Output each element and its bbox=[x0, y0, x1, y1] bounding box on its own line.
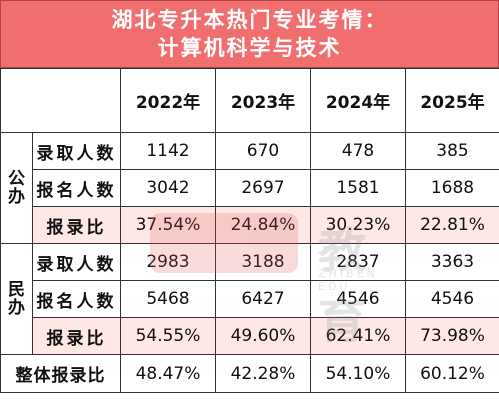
table-row: 报名人数 5468 6427 4546 4546 bbox=[1, 280, 499, 318]
table-cell: 2983 bbox=[120, 243, 216, 281]
table-row: 报名人数 3042 2697 1581 1688 bbox=[1, 169, 499, 207]
table-cell: 4546 bbox=[310, 280, 406, 318]
table-cell: 2837 bbox=[310, 243, 406, 281]
table-cell: 2697 bbox=[215, 169, 311, 207]
table-row: 公 办 录取人数 1142 670 478 385 bbox=[0, 132, 499, 244]
table-cell: 42.28% bbox=[215, 354, 311, 393]
table-cell: 37.54% bbox=[120, 206, 216, 244]
private-group-label: 民 办 bbox=[0, 243, 33, 355]
year-header: 2022年 bbox=[120, 68, 216, 133]
table-cell: 6427 bbox=[215, 280, 311, 318]
table-cell: 4546 bbox=[405, 280, 499, 318]
admission-stats-table: 2022年 2023年 2024年 2025年 公 办 录取人数 1142 67… bbox=[0, 68, 499, 393]
table-cell: 22.81% bbox=[405, 206, 499, 244]
table-cell: 3363 bbox=[405, 243, 499, 281]
table-row: 民 办 录取人数 2983 3188 2837 3363 bbox=[0, 243, 499, 355]
title-line-2: 计算机科学与技术 bbox=[157, 36, 342, 60]
table-cell: 670 bbox=[215, 132, 311, 170]
table-cell: 5468 bbox=[120, 280, 216, 318]
row-label-admitted: 录取人数 bbox=[32, 243, 121, 281]
table-cell: 54.55% bbox=[120, 317, 216, 355]
row-label-admitted: 录取人数 bbox=[32, 132, 121, 170]
title-banner: 湖北专升本热门专业考情： 计算机科学与技术 bbox=[0, 0, 499, 68]
table-cell: 54.10% bbox=[310, 354, 406, 393]
row-label-ratio: 报录比 bbox=[32, 206, 121, 244]
row-label-ratio: 报录比 bbox=[32, 317, 121, 355]
table-header-row: 2022年 2023年 2024年 2025年 bbox=[0, 68, 499, 133]
table-row: 报录比 37.54% 24.84% 30.23% 22.81% bbox=[1, 206, 499, 244]
header-corner-cell bbox=[0, 68, 121, 133]
table-cell: 60.12% bbox=[405, 354, 499, 393]
year-header: 2023年 bbox=[215, 68, 311, 133]
overall-row: 整体报录比 48.47% 42.28% 54.10% 60.12% bbox=[0, 354, 499, 393]
table-cell: 1581 bbox=[310, 169, 406, 207]
year-header: 2025年 bbox=[405, 68, 499, 133]
table-cell: 48.47% bbox=[120, 354, 216, 393]
table-cell: 49.60% bbox=[215, 317, 311, 355]
row-label-applicants: 报名人数 bbox=[32, 280, 121, 318]
table-cell: 385 bbox=[405, 132, 499, 170]
table-cell: 30.23% bbox=[310, 206, 406, 244]
table-cell: 73.98% bbox=[405, 317, 499, 355]
row-label-applicants: 报名人数 bbox=[32, 169, 121, 207]
public-group-label: 公 办 bbox=[0, 132, 33, 244]
table-cell: 1142 bbox=[120, 132, 216, 170]
table-cell: 3042 bbox=[120, 169, 216, 207]
title-line-1: 湖北专升本热门专业考情： bbox=[111, 8, 388, 32]
table-cell: 1688 bbox=[405, 169, 499, 207]
table-cell: 3188 bbox=[215, 243, 311, 281]
table-row: 报录比 54.55% 49.60% 62.41% 73.98% bbox=[1, 317, 499, 355]
table-cell: 62.41% bbox=[310, 317, 406, 355]
table-cell: 24.84% bbox=[215, 206, 311, 244]
table-cell: 478 bbox=[310, 132, 406, 170]
overall-ratio-label: 整体报录比 bbox=[0, 354, 121, 393]
year-header: 2024年 bbox=[310, 68, 406, 133]
